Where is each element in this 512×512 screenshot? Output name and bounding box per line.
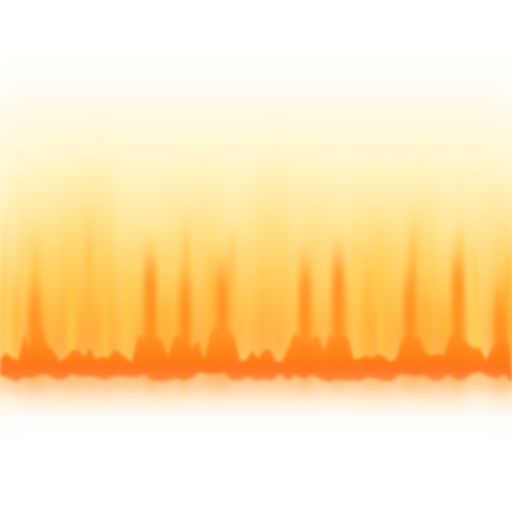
flame-streak — [66, 285, 76, 370]
flame-streak — [352, 249, 361, 370]
flame-streak — [2, 230, 8, 370]
flame-streak — [103, 284, 108, 370]
flame-streak — [19, 240, 23, 370]
flame-streak — [159, 308, 169, 370]
flame-streak — [421, 303, 430, 370]
flame-streak — [506, 265, 512, 370]
flame-streak — [389, 252, 393, 370]
reflection — [0, 372, 512, 412]
flame-streak — [326, 303, 330, 370]
ember-base — [0, 324, 512, 382]
flame-streak — [87, 236, 92, 370]
flame-streak — [285, 291, 295, 370]
flame-streak — [377, 306, 386, 370]
flame-streak — [107, 275, 111, 370]
flame-streak — [259, 290, 265, 370]
flame-streak — [4, 278, 14, 370]
flame-streak — [208, 269, 215, 370]
flame-streak — [228, 243, 236, 370]
flame-streak — [441, 309, 450, 370]
flame-streak — [340, 280, 348, 370]
flame-streak — [246, 309, 250, 370]
flame-streak — [12, 291, 20, 370]
flame-streak — [473, 292, 481, 370]
flame-streak — [364, 272, 370, 370]
flame-streak — [120, 282, 127, 370]
flame-streak — [127, 288, 136, 370]
